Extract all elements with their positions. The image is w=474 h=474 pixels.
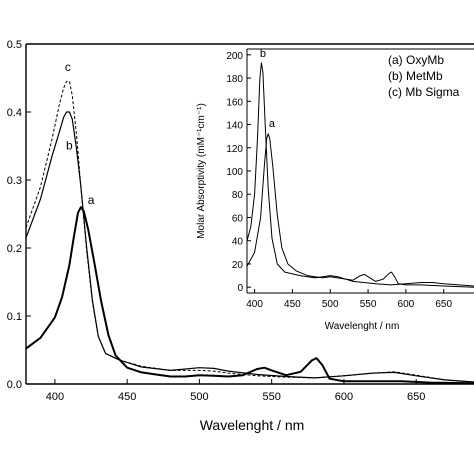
main-y-tick-label: 0.3 [7,175,22,187]
inset-plot: 400 450 500 550 600 650 0 20 40 60 80 100 120 140 160… [196,48,474,332]
inset-y-ticks: 0 20 40 60 80 100 120 140 160 180 200 [226,51,251,294]
inset-y-tick-label: 120 [226,144,243,155]
inset-y-tick-label: 20 [232,260,244,271]
inset-x-axis-label: Wavelenght / nm [325,321,400,332]
inset-x-tick-label: 650 [435,299,452,310]
inset-curve-label-a: a [269,118,276,130]
inset-y-tick-label: 200 [226,51,243,62]
inset-y-tick-label: 100 [226,167,243,178]
inset-y-tick-label: 40 [232,237,244,248]
main-x-ticks: 400 450 500 550 600 650 [46,379,425,403]
inset-y-tick-label: 160 [226,97,243,108]
main-curve-label-c: c [65,60,71,74]
inset-x-tick-label: 400 [246,299,263,310]
main-curve-label-a: a [88,193,95,207]
inset-series-a-line [246,133,474,288]
inset-x-ticks: 400 450 500 550 600 650 [246,289,453,310]
inset-series [246,62,474,288]
main-series-c-line [25,80,474,383]
main-y-tick-label: 0.2 [7,243,22,255]
main-y-tick-label: 0.1 [7,311,22,323]
main-x-tick-label: 650 [407,391,425,403]
inset-curve-label-b: b [260,48,266,60]
legend-entry: (b) MetMb [388,69,443,83]
inset-y-tick-label: 140 [226,121,243,132]
inset-x-tick-label: 550 [360,299,377,310]
inset-annotations: ba [260,48,276,130]
inset-x-tick-label: 500 [322,299,339,310]
main-y-tick-label: 0.5 [7,39,22,51]
main-curve-label-b: b [66,138,73,152]
inset-y-tick-label: 180 [226,74,243,85]
main-plot: 400 450 500 550 600 650 0.00.10.20.30.40.5 cb… [7,39,474,433]
inset-x-tick-label: 600 [398,299,415,310]
legend-entry: (a) OxyMb [388,53,444,67]
inset-x-tick-label: 450 [284,299,301,310]
main-series [25,80,474,385]
main-x-tick-label: 550 [262,391,280,403]
main-y-ticks: 0.0 0.1 0.2 0.3 0.4 0.5 [7,39,31,391]
inset-y-tick-label: 60 [232,213,244,224]
main-y-tick-label: 0.0 [7,379,22,391]
main-x-tick-label: 600 [335,391,353,403]
main-x-tick-label: 400 [46,391,64,403]
inset-y-tick-label: 0 [237,283,243,294]
inset-legend: (a) OxyMb (b) MetMb (c) Mb Sigma [388,53,460,99]
main-x-tick-label: 450 [118,391,136,403]
inset-y-axis-label: Molar Absorptivity (mM⁻¹cm⁻¹) [196,103,207,239]
main-y-tick-label: 0.4 [7,107,22,119]
inset-series-b-line [246,62,474,287]
main-x-axis-label: Wavelenght / nm [200,417,305,433]
main-series-a-line [25,206,474,385]
legend-entry: (c) Mb Sigma [388,85,460,99]
inset-y-tick-label: 80 [232,190,244,201]
main-x-tick-label: 500 [190,391,208,403]
main-annotations: c b a [65,60,95,207]
main-series-b-line [25,111,474,383]
